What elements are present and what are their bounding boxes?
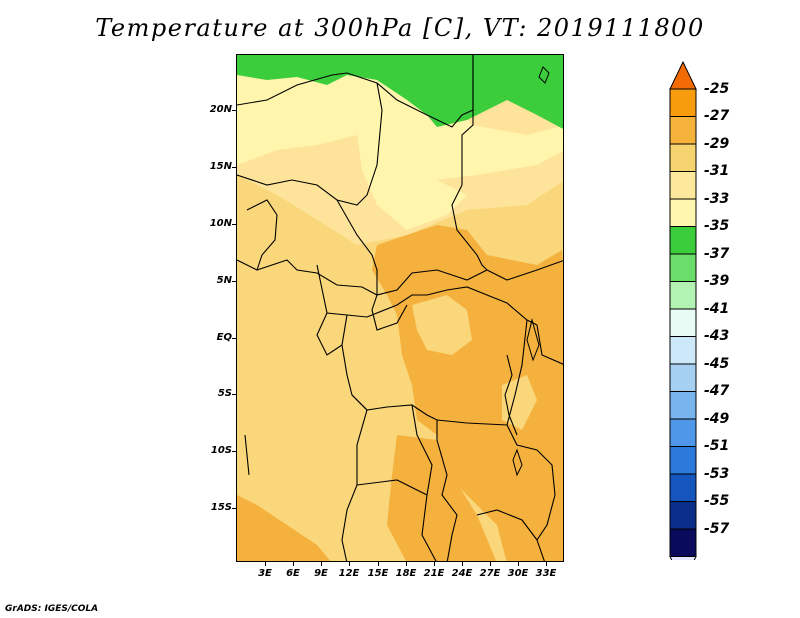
lat-label-5s: 5S <box>217 388 232 399</box>
lat-tick <box>232 451 236 452</box>
shade-pale-yellow-north <box>237 70 563 180</box>
lon-tick <box>490 562 491 566</box>
lat-tick <box>232 508 236 509</box>
lat-label-15s: 15S <box>210 502 232 513</box>
colorbar-segment <box>669 116 697 145</box>
lon-label-18e: 18E <box>395 568 417 579</box>
colorbar-label: -49 <box>704 411 730 427</box>
lakes <box>512 66 550 477</box>
lat-tick <box>232 338 236 339</box>
lon-label-33e: 33E <box>535 568 557 579</box>
lat-tick <box>232 167 236 168</box>
colorbar <box>669 60 697 560</box>
colorbar-label: -41 <box>704 301 730 317</box>
lat-label-eq: EQ <box>216 332 232 343</box>
lon-label-9e: 9E <box>314 568 328 579</box>
lat-label-5n: 5N <box>216 275 232 286</box>
colorbar-label: -45 <box>704 356 730 372</box>
colorbar-segment <box>669 226 697 255</box>
colorbar-segment <box>669 171 697 200</box>
lon-tick <box>546 562 547 566</box>
country-boundaries <box>237 55 563 561</box>
shade-pale-yellow-center <box>357 135 467 230</box>
shade-yellow-patch-2 <box>502 375 537 430</box>
lon-label-21e: 21E <box>423 568 445 579</box>
lat-tick <box>232 110 236 111</box>
colorbar-segment <box>669 446 697 475</box>
colorbar-segment <box>669 336 697 365</box>
colorbar-segment <box>669 501 697 530</box>
colorbar-segment <box>669 363 697 392</box>
lon-label-6e: 6E <box>286 568 300 579</box>
colorbar-label: -27 <box>704 108 730 124</box>
lon-label-15e: 15E <box>367 568 389 579</box>
colorbar-segment <box>669 198 697 227</box>
colorbar-segment <box>669 308 697 337</box>
lon-tick <box>406 562 407 566</box>
lon-label-27e: 27E <box>479 568 501 579</box>
lat-tick <box>232 281 236 282</box>
colorbar-label: -37 <box>704 246 730 262</box>
shade-orange-southwest <box>237 495 331 561</box>
colorbar-label: -25 <box>704 81 730 97</box>
colorbar-label: -43 <box>704 328 730 344</box>
lat-tick <box>232 394 236 395</box>
colorbar-segment <box>669 473 697 502</box>
lon-label-12e: 12E <box>338 568 360 579</box>
lon-tick <box>378 562 379 566</box>
lat-label-15n: 15N <box>209 161 232 172</box>
lon-label-3e: 3E <box>258 568 272 579</box>
lon-tick <box>321 562 322 566</box>
lat-label-10s: 10S <box>210 445 232 456</box>
temperature-map <box>237 55 563 561</box>
colorbar-segment <box>669 528 697 557</box>
colorbar-segment <box>669 281 697 310</box>
lon-tick <box>293 562 294 566</box>
shade-yellow-patch <box>412 295 472 355</box>
colorbar-label: -33 <box>704 191 730 207</box>
lon-tick <box>349 562 350 566</box>
colorbar-segment <box>669 143 697 172</box>
colorbar-label: -51 <box>704 438 730 454</box>
colorbar-segment <box>669 391 697 420</box>
colorbar-arrow-top <box>669 60 697 90</box>
colorbar-label: -55 <box>704 493 730 509</box>
lat-label-10n: 10N <box>209 218 232 229</box>
lat-tick <box>232 224 236 225</box>
lon-tick <box>462 562 463 566</box>
chart-title: Temperature at 300hPa [C], VT: 201911180… <box>95 14 705 42</box>
grads-credit: GrADS: IGES/COLA <box>5 604 99 614</box>
lon-tick <box>518 562 519 566</box>
lon-label-30e: 30E <box>507 568 529 579</box>
lat-label-20n: 20N <box>209 104 232 115</box>
colorbar-label: -35 <box>704 218 730 234</box>
colorbar-segment <box>669 253 697 282</box>
colorbar-label: -57 <box>704 521 730 537</box>
colorbar-arrow-bottom <box>669 556 697 560</box>
map-panel <box>236 54 564 562</box>
lon-label-24e: 24E <box>451 568 473 579</box>
colorbar-label: -29 <box>704 136 730 152</box>
lon-tick <box>265 562 266 566</box>
colorbar-label: -47 <box>704 383 730 399</box>
colorbar-label: -31 <box>704 163 730 179</box>
shade-green <box>237 55 563 129</box>
colorbar-label: -53 <box>704 466 730 482</box>
colorbar-segment <box>669 418 697 447</box>
lon-tick <box>434 562 435 566</box>
colorbar-segment <box>669 88 697 117</box>
shade-orange-south <box>387 435 497 561</box>
colorbar-label: -39 <box>704 273 730 289</box>
